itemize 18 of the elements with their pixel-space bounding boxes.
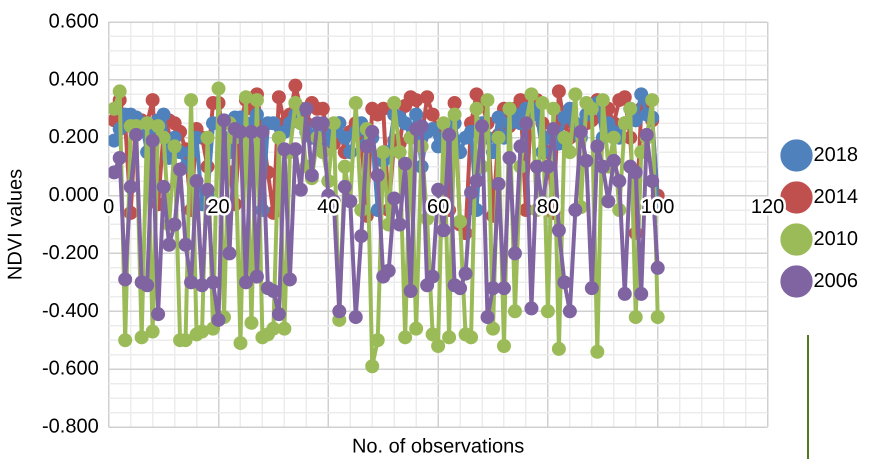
x-tick-label: 80 bbox=[536, 196, 560, 218]
y-axis-title: NDVI values bbox=[4, 168, 27, 280]
y-tick-label: -0.400 bbox=[42, 300, 99, 322]
legend-label: 2010 bbox=[814, 228, 858, 250]
y-tick-label: 0.600 bbox=[48, 10, 99, 33]
y-tick-label: 0.200 bbox=[48, 126, 99, 148]
y-tick-label: 0.000 bbox=[48, 184, 99, 206]
y-tick-label: -0.200 bbox=[42, 242, 99, 264]
x-tick-label: 120 bbox=[750, 196, 784, 218]
x-axis-title: No. of observations bbox=[352, 436, 524, 458]
x-tick-label: 20 bbox=[207, 196, 230, 218]
y-tick-label: -0.600 bbox=[42, 358, 99, 380]
legend-label: 2006 bbox=[814, 270, 858, 292]
y-tick-label: -0.800 bbox=[42, 416, 99, 438]
legend-label: 2018 bbox=[814, 144, 858, 166]
legend-label: 2014 bbox=[814, 186, 858, 208]
x-tick-label: 0 bbox=[103, 196, 114, 218]
y-tick-label: 0.400 bbox=[48, 68, 99, 90]
